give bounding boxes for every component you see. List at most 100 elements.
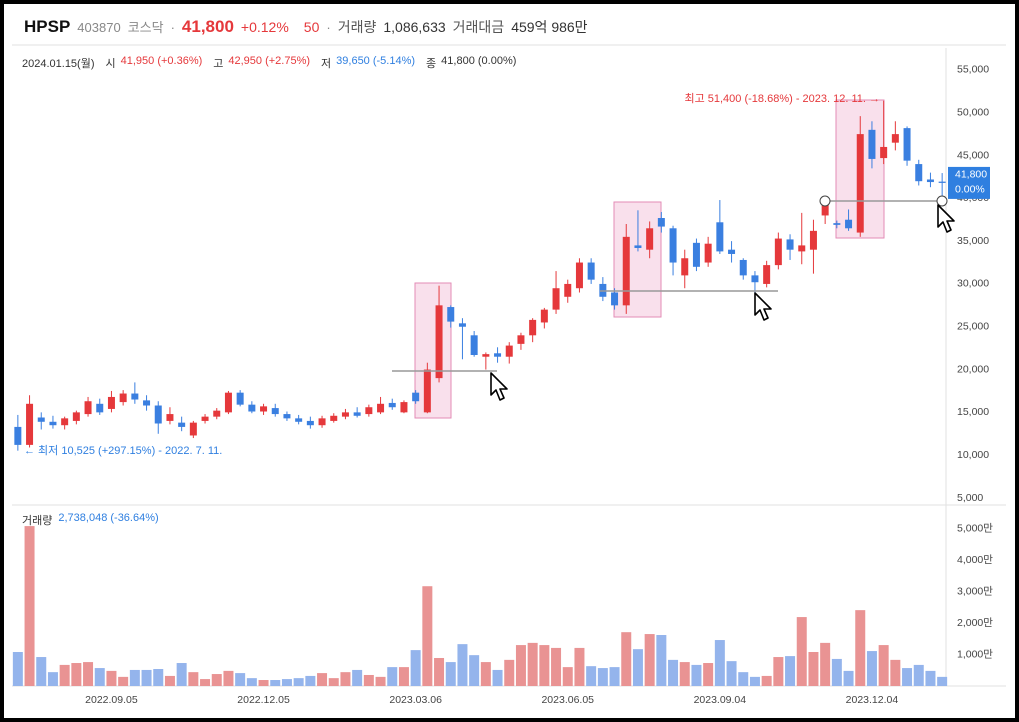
candle-body bbox=[552, 288, 560, 310]
candle-body bbox=[143, 400, 151, 406]
candle-body bbox=[178, 422, 186, 427]
candle-body bbox=[189, 422, 197, 436]
volume-bar bbox=[83, 662, 94, 686]
cursor-icon bbox=[490, 372, 508, 401]
candle-body bbox=[891, 134, 899, 143]
volume-bar bbox=[281, 679, 292, 686]
volume-bar bbox=[562, 667, 573, 686]
candle-body bbox=[412, 392, 420, 402]
candle-body bbox=[61, 418, 69, 426]
line-handle bbox=[819, 195, 831, 207]
volume-bar bbox=[902, 668, 913, 686]
volume-bar bbox=[258, 680, 269, 686]
candle-body bbox=[341, 412, 349, 417]
candle-body bbox=[107, 396, 115, 409]
volume-bar bbox=[410, 650, 421, 686]
candle-body bbox=[681, 258, 689, 276]
candle-body bbox=[716, 222, 724, 252]
volume-pane-subtitle: 2,738,048 (-36.64%) bbox=[58, 512, 159, 524]
candle-body bbox=[774, 238, 782, 266]
low-label: 저 bbox=[321, 58, 332, 70]
candle-body bbox=[365, 407, 373, 415]
last-change-label: 0.00% bbox=[955, 184, 985, 196]
volume-bar bbox=[223, 670, 234, 686]
separator: · bbox=[170, 20, 175, 35]
stock-name: HPSP bbox=[24, 17, 71, 36]
x-tick-label: 2023.12.04 bbox=[846, 694, 899, 706]
line-handle bbox=[936, 195, 948, 207]
volume-bar bbox=[71, 663, 82, 686]
volume-bar bbox=[211, 674, 222, 686]
stock-code: 403870 bbox=[77, 20, 121, 35]
change-pct: +0.12% bbox=[240, 19, 289, 35]
candle-body bbox=[938, 181, 946, 183]
volume-title: 거래량 2,738,048 (-36.64%) bbox=[22, 512, 159, 528]
volume-bar bbox=[691, 664, 702, 686]
volume-bar bbox=[726, 661, 737, 686]
volume-bar bbox=[188, 672, 199, 686]
y-tick-label: 20,000 bbox=[957, 363, 989, 375]
candle-body bbox=[260, 406, 268, 412]
candle-body bbox=[84, 401, 92, 415]
volume-bar bbox=[890, 659, 901, 686]
amount: 459억 986만 bbox=[511, 19, 588, 35]
volume-bar bbox=[422, 586, 433, 686]
candle-body bbox=[248, 404, 256, 412]
cursor-icon bbox=[937, 204, 955, 233]
candle-body bbox=[400, 402, 408, 413]
volume-bar bbox=[492, 669, 503, 686]
candle-body bbox=[26, 403, 34, 445]
y-tick-label: 15,000 bbox=[957, 406, 989, 418]
candle-body bbox=[903, 128, 911, 161]
volume-bar bbox=[609, 667, 620, 686]
candle-body bbox=[611, 292, 619, 306]
change-abs: 50 bbox=[303, 19, 320, 35]
market: 코스닥 bbox=[127, 20, 164, 35]
candle-body bbox=[833, 223, 841, 225]
candle-body bbox=[49, 421, 57, 426]
candle-body bbox=[692, 242, 700, 267]
x-tick-label: 2023.03.06 bbox=[389, 694, 442, 706]
y-tick-label: 45,000 bbox=[957, 149, 989, 161]
volume-bar bbox=[703, 663, 714, 686]
candle-body bbox=[283, 414, 291, 419]
volume-bar bbox=[469, 655, 480, 686]
x-tick-label: 2022.12.05 bbox=[237, 694, 290, 706]
candle-body bbox=[786, 239, 794, 250]
volume-bar bbox=[352, 669, 363, 686]
candle-body bbox=[809, 230, 817, 250]
candle-body bbox=[646, 228, 654, 250]
volume-bar bbox=[340, 672, 351, 686]
volume-bar bbox=[129, 669, 140, 686]
y-tick-label: 4,000만 bbox=[957, 554, 993, 566]
volume-bar bbox=[235, 673, 246, 686]
volume-bar bbox=[551, 647, 562, 686]
close: 41,800 (0.00%) bbox=[441, 55, 517, 67]
cursor-icon bbox=[754, 292, 772, 321]
high: 42,950 (+2.75%) bbox=[228, 55, 311, 67]
candle-body bbox=[131, 393, 139, 400]
y-tick-label: 10,000 bbox=[957, 449, 989, 461]
candle-body bbox=[353, 412, 361, 416]
candle-body bbox=[224, 392, 232, 413]
candle-body bbox=[704, 243, 712, 263]
y-tick-label: 55,000 bbox=[957, 64, 989, 76]
volume-bar bbox=[679, 662, 690, 686]
volume-bar bbox=[176, 663, 187, 686]
candle-body bbox=[154, 405, 162, 424]
high-annotation: 최고 51,400 (-18.68%) - 2023. 12. 11. → bbox=[684, 92, 880, 105]
volume-bar bbox=[644, 634, 655, 686]
volume-bar bbox=[621, 632, 632, 686]
candle-body bbox=[926, 179, 934, 183]
last-price-tag bbox=[948, 166, 990, 199]
candle-body bbox=[201, 416, 209, 421]
volume-bar bbox=[293, 678, 304, 686]
open-label: 시 bbox=[105, 58, 116, 70]
highlight-box bbox=[414, 282, 452, 419]
last-price-label: 41,800 bbox=[955, 169, 987, 181]
candle-body bbox=[751, 275, 759, 283]
candle-body bbox=[388, 402, 396, 408]
volume-bar bbox=[937, 676, 948, 686]
volume-bar bbox=[820, 642, 831, 686]
volume-bar bbox=[457, 644, 468, 686]
